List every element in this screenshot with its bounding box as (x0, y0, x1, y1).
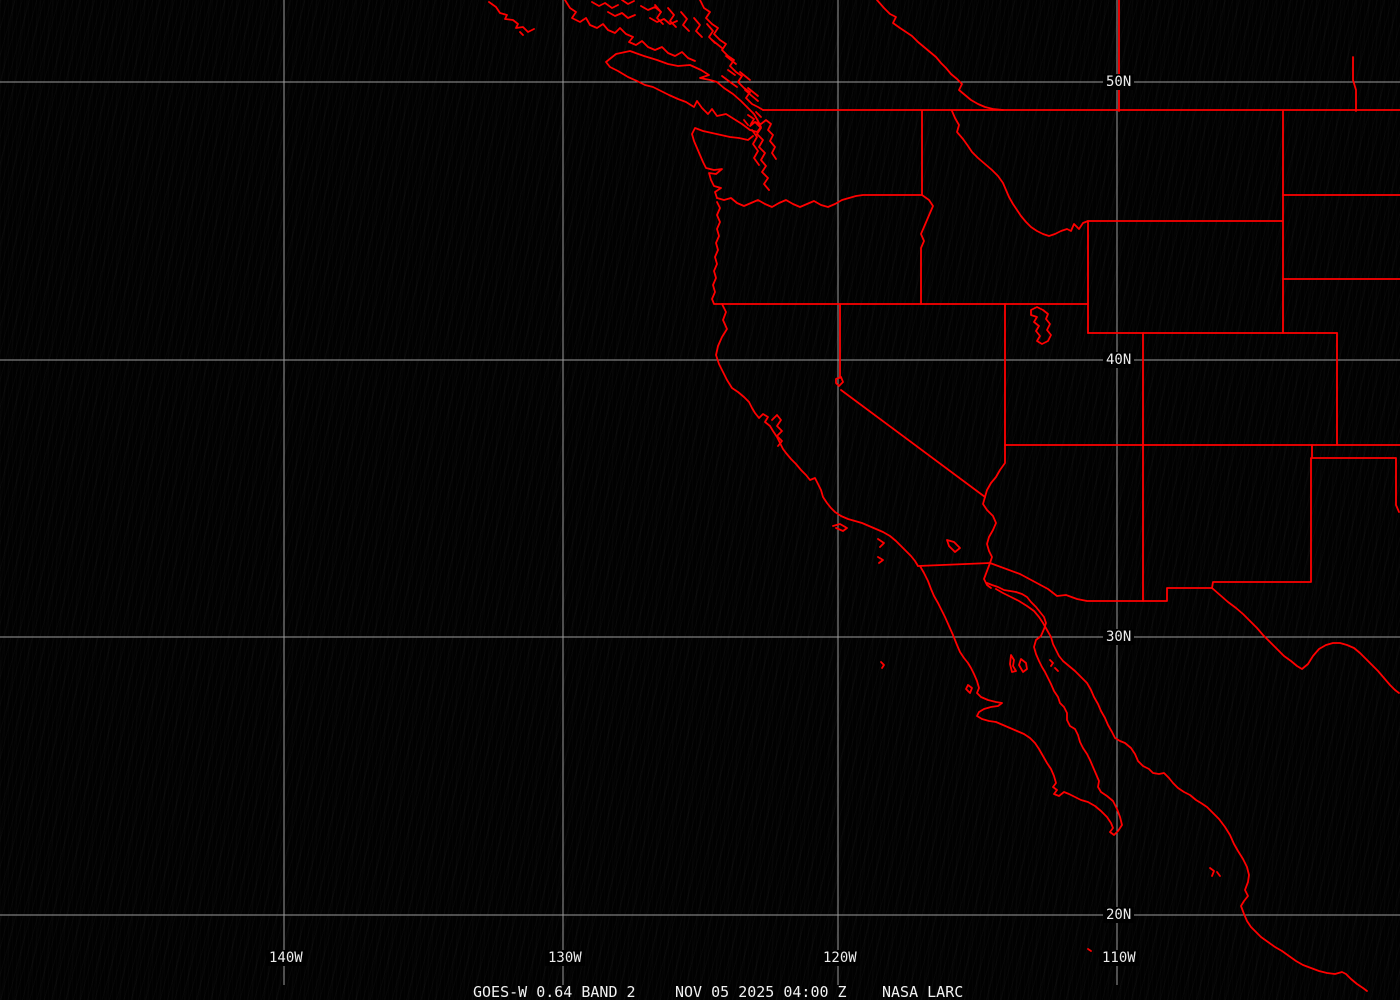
coast-sonora-sinaloa (995, 588, 1368, 992)
lake-tahoe (835, 376, 844, 387)
lat-label-20n: 20N (1103, 907, 1135, 923)
lat-label-40n: 40N (1103, 352, 1135, 368)
coast-washington (691, 127, 754, 199)
coast-baja-california (919, 565, 1123, 836)
border-ca-az-river (982, 496, 997, 564)
caption-credit: NASA LARC (882, 983, 964, 1000)
border-ca-nv (839, 303, 986, 498)
coast-sf-bay (771, 414, 783, 447)
coast-oregon (711, 201, 723, 305)
border-or-id-snake (920, 194, 934, 305)
coast-bc-fjords (564, 0, 696, 62)
lake-great-salt (1030, 306, 1052, 345)
border-columbia-river (716, 194, 923, 208)
islands-sinaloa (1209, 867, 1221, 877)
islands-gulf-of-california (1009, 654, 1059, 673)
island-dot-offshore (1087, 948, 1092, 952)
coast-california (715, 303, 919, 567)
border-az-mexico (989, 562, 1213, 602)
lon-label-140w: 140W (266, 950, 306, 966)
coast-bc-mainland (699, 0, 764, 111)
coast-vancouver-island (605, 50, 762, 133)
lon-label-130w: 130W (545, 950, 585, 966)
coast-bc-inlets (654, 4, 716, 44)
caption-datetime: NOV 05 2025 04:00 Z (675, 983, 847, 1000)
border-id-mt (951, 110, 1089, 237)
lat-label-30n: 30N (1103, 629, 1135, 645)
river-colorado-delta (983, 562, 992, 589)
coast-haida-gwaii (488, 1, 535, 36)
map-overlay (488, 0, 1400, 992)
island-cedros (965, 684, 973, 694)
island-guadalupe (880, 661, 885, 669)
lon-label-110w: 110W (1099, 950, 1139, 966)
border-ca-mexico (917, 562, 991, 567)
islands-channel (832, 523, 961, 564)
coast-puget-sound (749, 119, 777, 191)
river-rio-grande (1211, 587, 1400, 694)
border-nm-tx (1211, 457, 1312, 589)
coast-bc-mainland-inlets (711, 39, 759, 97)
border-nv-az-river (984, 444, 1006, 498)
border-ok-panhandle (1311, 444, 1400, 513)
border-bc-ab (876, 0, 1004, 111)
coast-bc-islands (591, 0, 678, 25)
border-sk-mb (1352, 56, 1357, 112)
islands-strait-of-georgia (721, 69, 759, 102)
lon-label-120w: 120W (820, 950, 860, 966)
islands-san-juan (743, 111, 762, 126)
lat-label-50n: 50N (1103, 74, 1135, 90)
caption-product: GOES-W 0.64 BAND 2 (473, 983, 636, 1000)
